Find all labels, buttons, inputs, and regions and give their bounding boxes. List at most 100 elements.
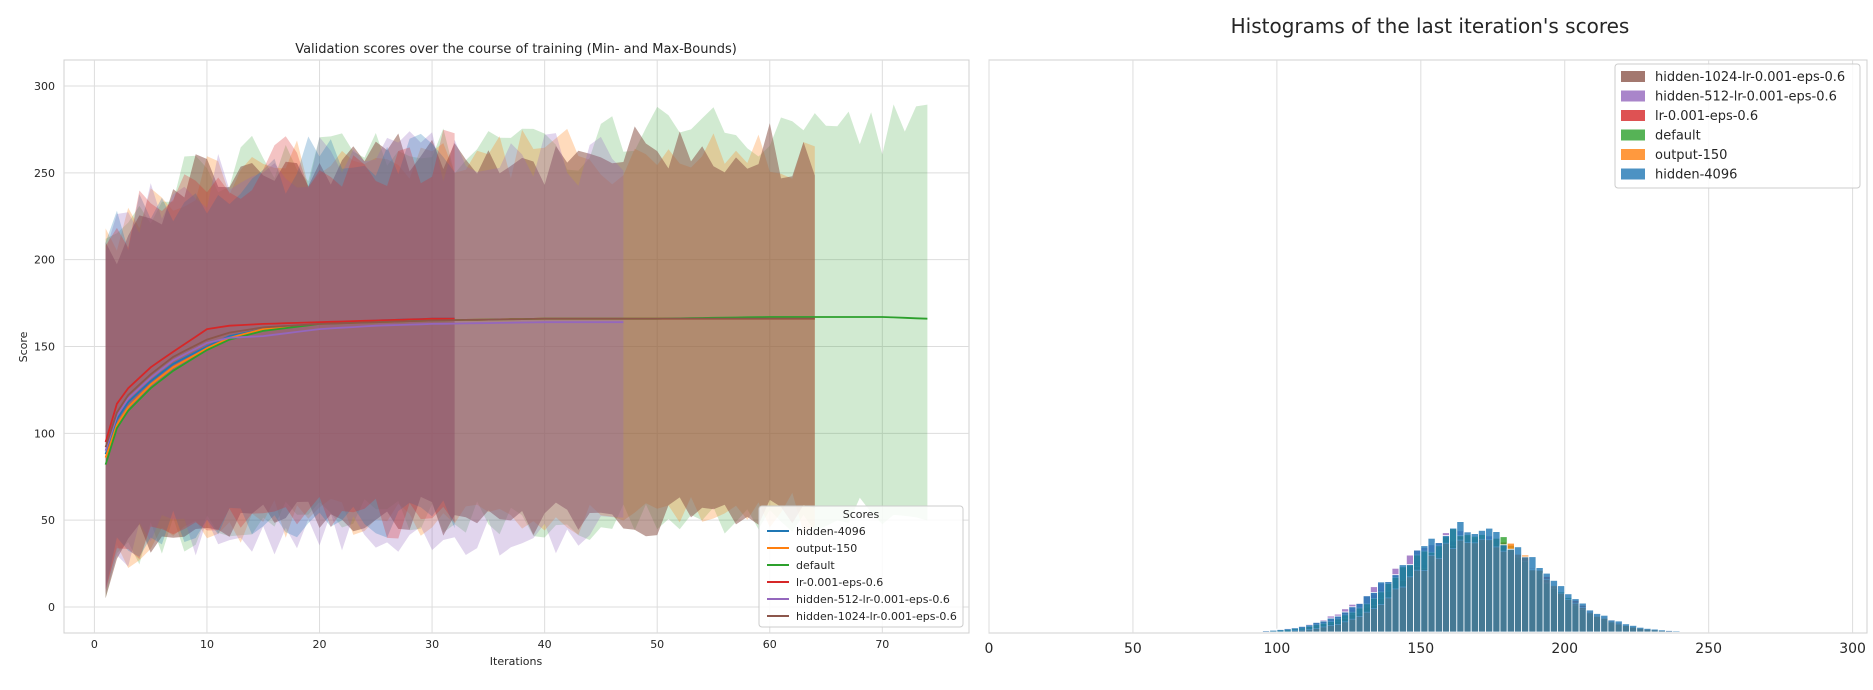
histogram-bar-hidden-4096 (1384, 581, 1393, 633)
histogram-bar-hidden-4096 (1521, 556, 1530, 633)
y-tick-label: 50 (41, 514, 55, 527)
histogram-bar-hidden-4096 (1564, 593, 1573, 633)
line-hidden-512-lr-0.001-eps-0.6 (104, 321, 624, 451)
histogram-legend-label: output-150 (1655, 148, 1727, 163)
histogram-bar-hidden-4096 (1456, 521, 1465, 633)
y-tick-label: 300 (34, 80, 55, 93)
histogram-bar-hidden-4096 (1549, 580, 1558, 633)
histogram-x-tick: 300 (1839, 641, 1866, 657)
histogram-bar-hidden-4096 (1571, 598, 1580, 633)
histogram-legend-swatch (1621, 168, 1645, 180)
histogram-bar-hidden-4096 (1463, 531, 1472, 633)
x-tick-label: 20 (313, 638, 327, 651)
histogram-legend-swatch (1621, 129, 1645, 141)
histogram-bar-hidden-4096 (1269, 629, 1278, 633)
histogram-bar-hidden-4096 (1528, 556, 1537, 633)
histogram-bar-hidden-4096 (1413, 549, 1422, 633)
histogram-legend-label: hidden-512-lr-0.001-eps-0.6 (1655, 90, 1837, 105)
histogram-bar-hidden-4096 (1305, 624, 1314, 633)
histogram-title: Histograms of the last iteration's score… (1231, 14, 1630, 38)
histogram-legend: hidden-1024-lr-0.001-eps-0.6 hidden-512-l… (1614, 63, 1861, 189)
line-chart-bands (105, 104, 928, 599)
band-hidden-1024-lr-0.001-eps-0.6 (105, 123, 815, 599)
legend-label: lr-0.001-eps-0.6 (796, 576, 883, 589)
histogram-bars (1262, 521, 1681, 633)
histogram-bar-hidden-4096 (1276, 629, 1285, 633)
histogram-bar-hidden-4096 (1319, 620, 1328, 633)
histogram-bar-hidden-4096 (1650, 628, 1659, 633)
histogram-bar-hidden-4096 (1362, 595, 1371, 633)
histogram-bar-hidden-4096 (1326, 617, 1335, 633)
y-tick-label: 250 (34, 167, 55, 180)
x-tick-label: 60 (763, 638, 777, 651)
histogram-bar-hidden-4096 (1355, 603, 1364, 633)
histogram-legend-label: lr-0.001-eps-0.6 (1655, 109, 1758, 124)
histogram-x-tick: 100 (1264, 641, 1291, 657)
histogram-bar-hidden-4096 (1442, 535, 1451, 633)
x-tick-label: 0 (91, 638, 98, 651)
histogram-legend-label: default (1655, 129, 1701, 144)
y-tick-label: 150 (34, 341, 55, 354)
histogram-bar-hidden-4096 (1377, 581, 1386, 633)
histogram-bar-hidden-4096 (1557, 585, 1566, 633)
histogram-bar-hidden-4096 (1370, 592, 1379, 633)
histogram-bar-hidden-4096 (1470, 533, 1479, 633)
histogram-bar-hidden-4096 (1290, 627, 1299, 633)
histogram-bar-hidden-4096 (1434, 542, 1443, 633)
x-tick-label: 40 (538, 638, 552, 651)
histogram-bar-hidden-4096 (1492, 531, 1501, 633)
histogram-legend-swatch (1621, 90, 1645, 102)
histogram-x-ticks: 0 50 100 150 200 250 300 (985, 641, 1866, 657)
histogram-bar-hidden-4096 (1499, 544, 1508, 633)
line-chart-legend: Scores hidden-4096 output-150 default lr-0.… (758, 505, 964, 628)
x-tick-label: 50 (650, 638, 664, 651)
histogram-legend-label: hidden-1024-lr-0.001-eps-0.6 (1655, 70, 1845, 85)
histogram-bar-hidden-4096 (1334, 615, 1343, 633)
histogram-bar-hidden-4096 (1614, 620, 1623, 633)
line-chart-y-ticks: 0 50 100 150 200 250 300 (34, 80, 55, 614)
band-hidden-512-lr-0.001-eps-0.6 (105, 131, 624, 594)
histogram-bar-hidden-4096 (1578, 602, 1587, 633)
histogram-x-tick: 150 (1407, 641, 1434, 657)
legend-box (758, 505, 964, 628)
histogram-bar-hidden-4096 (1593, 613, 1602, 633)
histogram-bar-hidden-4096 (1427, 537, 1436, 633)
histogram-bar-hidden-4096 (1636, 626, 1645, 633)
histogram-bar-hidden-4096 (1629, 625, 1638, 633)
histogram-legend-swatch (1621, 71, 1645, 82)
x-tick-label: 10 (200, 638, 214, 651)
histogram-bar-hidden-4096 (1283, 628, 1292, 633)
y-tick-label: 0 (48, 601, 55, 614)
histogram-x-tick: 250 (1695, 641, 1722, 657)
legend-label: default (796, 559, 835, 572)
histogram-bar-hidden-4096 (1535, 567, 1544, 633)
histogram-bar-hidden-4096 (1600, 614, 1609, 633)
histogram-x-tick: 200 (1551, 641, 1578, 657)
histogram-x-tick: 0 (985, 641, 994, 657)
legend-label: output-150 (796, 542, 857, 555)
line-chart-title: Validation scores over the course of tra… (295, 42, 737, 57)
histogram-bar-hidden-4096 (1391, 574, 1400, 633)
histogram-bar-hidden-4096 (1420, 545, 1429, 633)
histogram-bar-hidden-4096 (1542, 572, 1551, 633)
legend-label: hidden-4096 (796, 525, 866, 538)
y-tick-label: 200 (34, 254, 55, 267)
histogram-bar-hidden-4096 (1341, 611, 1350, 633)
histogram-bar-hidden-4096 (1607, 619, 1616, 633)
histogram-bar-hidden-4096 (1514, 546, 1523, 633)
histogram-legend-swatch (1621, 149, 1645, 160)
x-axis-label: Iterations (490, 655, 543, 668)
histogram-bar-hidden-4096 (1406, 564, 1415, 633)
histogram-bar-hidden-4096 (1312, 622, 1321, 633)
line-chart-x-ticks: 0 10 20 30 40 50 60 70 (91, 638, 889, 651)
line-hidden-1024-lr-0.001-eps-0.6 (104, 317, 815, 448)
histogram-bar-hidden-4096 (1643, 628, 1652, 633)
histogram-bar-hidden-4096 (1298, 626, 1307, 633)
histogram-bar-hidden-4096 (1672, 630, 1681, 633)
x-tick-label: 30 (425, 638, 439, 651)
legend-label: hidden-1024-lr-0.001-eps-0.6 (796, 610, 957, 623)
y-axis-label: Score (17, 331, 30, 362)
legend-label: hidden-512-lr-0.001-eps-0.6 (796, 593, 950, 606)
